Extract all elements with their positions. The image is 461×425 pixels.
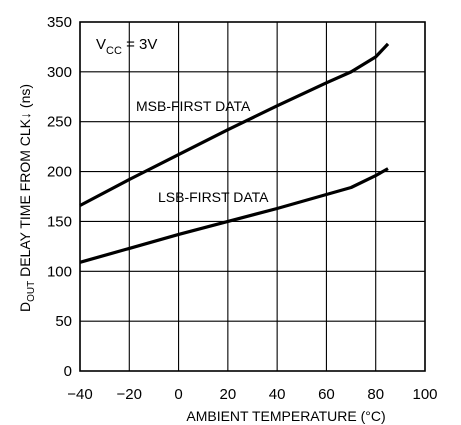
y-tick-label: 250 (47, 114, 72, 131)
x-tick-label: 0 (174, 386, 182, 403)
y-tick-label: 50 (55, 313, 72, 330)
series-lines (79, 42, 390, 264)
y-tick-labels: 0 50 100 150 200 250 300 350 (47, 14, 72, 380)
series-line-lsb (79, 167, 389, 264)
x-tick-label: 60 (318, 386, 335, 403)
series-label-msb: MSB-FIRST DATA (136, 98, 251, 114)
y-axis-label: DOUT DELAY TIME FROM CLK↓ (ns) (17, 84, 37, 312)
x-tick-label: 80 (367, 386, 384, 403)
y-tick-label: 300 (47, 64, 72, 81)
x-tick-label: −40 (67, 386, 92, 403)
y-tick-label: 150 (47, 213, 72, 230)
y-tick-label: 200 (47, 164, 72, 181)
plot-frame (79, 21, 426, 372)
plot-border (79, 21, 426, 372)
x-axis-label: AMBIENT TEMPERATURE (°C) (186, 408, 385, 424)
x-tick-label: 20 (220, 386, 237, 403)
y-tick-label: 350 (47, 14, 72, 31)
x-tick-labels: −40 −20 0 20 40 60 80 100 (67, 386, 437, 403)
vcc-annotation: VCC = 3V (96, 36, 157, 57)
x-tick-label: −20 (117, 386, 142, 403)
series-label-lsb: LSB-FIRST DATA (158, 189, 269, 205)
x-tick-label: 100 (412, 386, 437, 403)
y-tick-label: 0 (64, 363, 72, 380)
x-tick-label: 40 (269, 386, 286, 403)
series-line-msb (79, 42, 390, 207)
grid (79, 21, 426, 372)
y-tick-label: 100 (47, 263, 72, 280)
